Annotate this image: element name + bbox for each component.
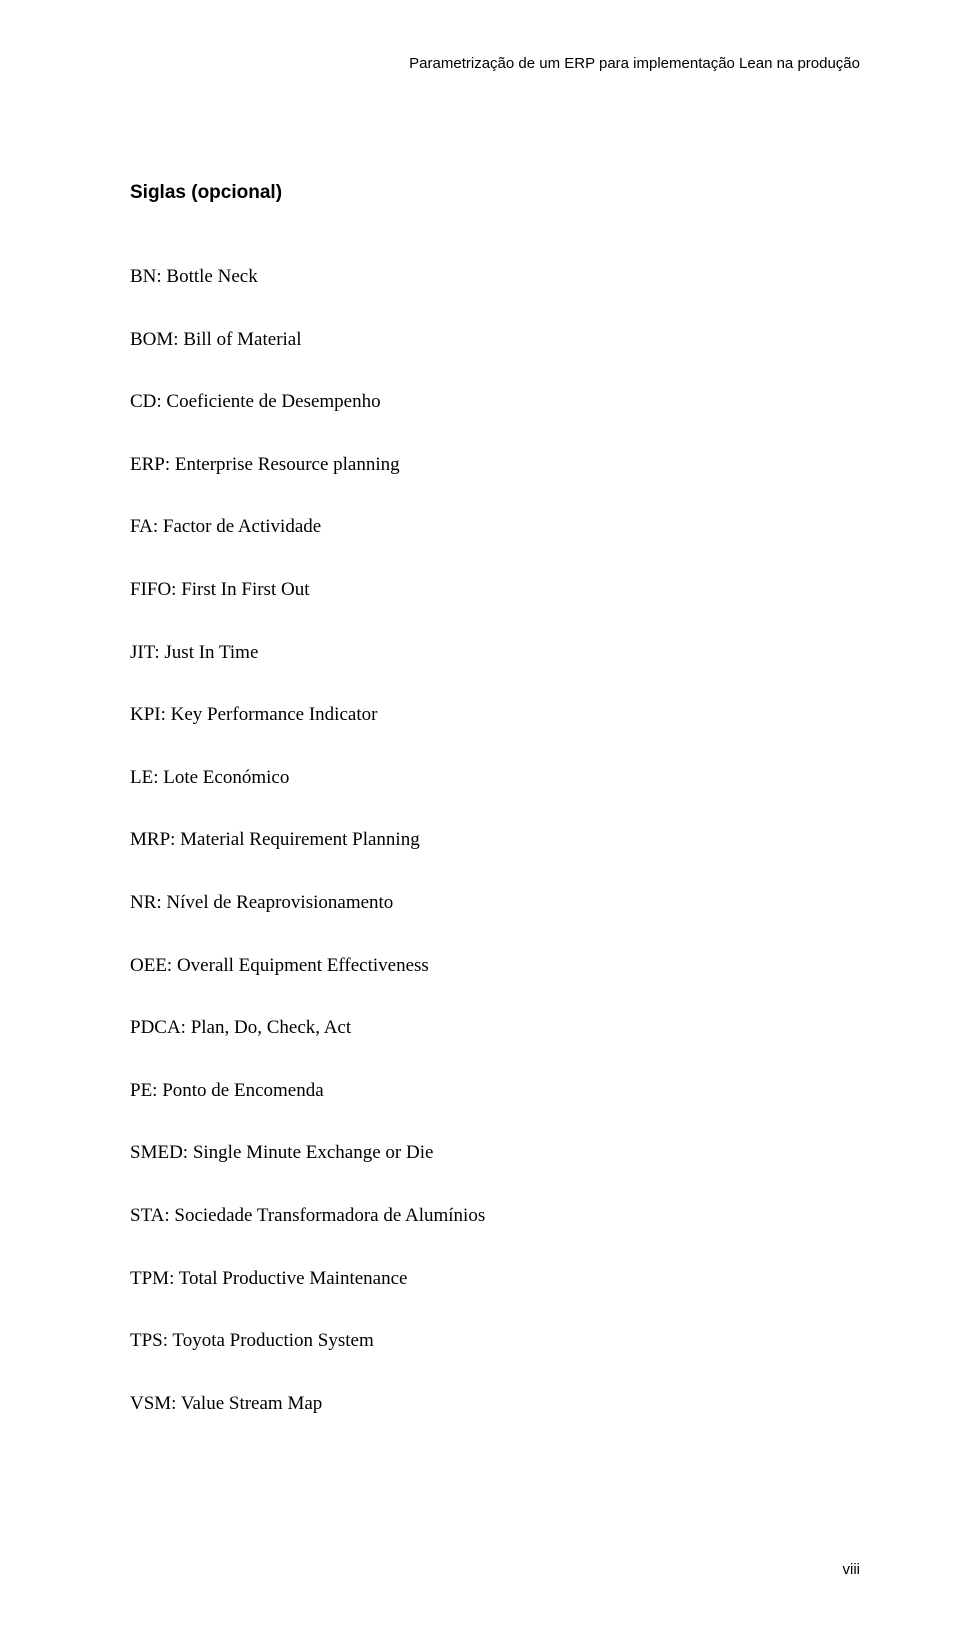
glossary-entry: FIFO: First In First Out bbox=[130, 577, 860, 604]
glossary-entry: TPM: Total Productive Maintenance bbox=[130, 1266, 860, 1293]
glossary-entry: ERP: Enterprise Resource planning bbox=[130, 452, 860, 479]
glossary-entry: KPI: Key Performance Indicator bbox=[130, 702, 860, 729]
glossary-entry: BOM: Bill of Material bbox=[130, 327, 860, 354]
glossary-entry: BN: Bottle Neck bbox=[130, 264, 860, 291]
glossary-entry: MRP: Material Requirement Planning bbox=[130, 827, 860, 854]
page-header: Parametrização de um ERP para implementa… bbox=[130, 55, 860, 72]
glossary-entry: FA: Factor de Actividade bbox=[130, 514, 860, 541]
section-title: Siglas (opcional) bbox=[130, 182, 860, 204]
glossary-entry: LE: Lote Económico bbox=[130, 765, 860, 792]
glossary-entry: SMED: Single Minute Exchange or Die bbox=[130, 1140, 860, 1167]
glossary-entry: TPS: Toyota Production System bbox=[130, 1328, 860, 1355]
entries-list: BN: Bottle Neck BOM: Bill of Material CD… bbox=[130, 264, 860, 1417]
glossary-entry: STA: Sociedade Transformadora de Alumíni… bbox=[130, 1203, 860, 1230]
glossary-entry: VSM: Value Stream Map bbox=[130, 1391, 860, 1418]
glossary-entry: PE: Ponto de Encomenda bbox=[130, 1078, 860, 1105]
glossary-entry: JIT: Just In Time bbox=[130, 640, 860, 667]
glossary-entry: OEE: Overall Equipment Effectiveness bbox=[130, 953, 860, 980]
glossary-entry: CD: Coeficiente de Desempenho bbox=[130, 389, 860, 416]
document-page: Parametrização de um ERP para implementa… bbox=[0, 0, 960, 1503]
page-number: viii bbox=[843, 1561, 861, 1578]
glossary-entry: PDCA: Plan, Do, Check, Act bbox=[130, 1015, 860, 1042]
glossary-entry: NR: Nível de Reaprovisionamento bbox=[130, 890, 860, 917]
